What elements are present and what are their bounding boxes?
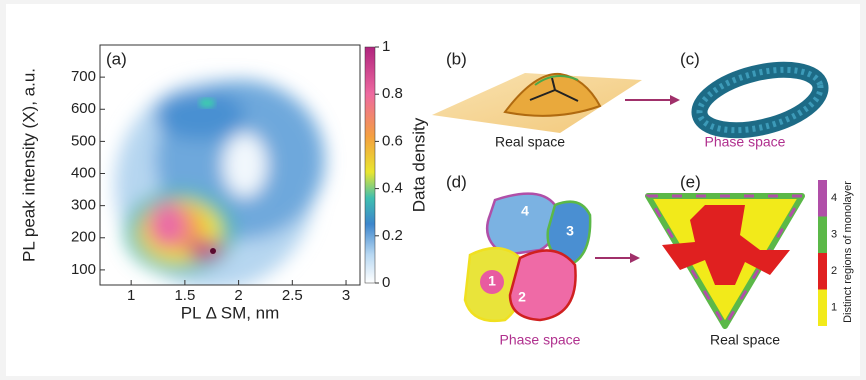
real-space-sample xyxy=(432,72,680,133)
y-tick-label: 400 xyxy=(71,164,96,181)
region-label: 3 xyxy=(566,223,574,239)
caption: Real space xyxy=(495,134,565,150)
caption: Phase space xyxy=(705,134,786,150)
panel-label: (e) xyxy=(680,172,701,191)
x-axis-title: PL Δ SM, nm xyxy=(181,303,280,322)
colorbar-segment xyxy=(818,216,827,253)
real-space-regions xyxy=(645,193,805,329)
y-tick-label: 600 xyxy=(71,100,96,117)
colorbar-segment xyxy=(818,289,827,326)
colorbar-tick-label: 4 xyxy=(831,192,837,204)
colorbar-segment xyxy=(818,253,827,290)
colorbar-tick-label: 2 xyxy=(831,265,837,277)
caption: Phase space xyxy=(500,332,581,348)
colorbar-tick-label: 3 xyxy=(831,229,837,241)
colorbar-tick-label: 0.8 xyxy=(382,85,403,102)
phase-space-ring xyxy=(691,61,829,139)
y-axis-title: PL peak intensity (X), a.u. xyxy=(19,68,38,262)
y-tick-label: 200 xyxy=(71,229,96,246)
y-tick-label: 500 xyxy=(71,132,96,149)
x-tick-label: 2 xyxy=(234,287,242,304)
region-label: 1 xyxy=(488,273,496,289)
colorbar-tick-label: 1 xyxy=(831,302,837,314)
x-tick-label: 3 xyxy=(342,287,350,304)
y-tick-label: 300 xyxy=(71,197,96,214)
panel-label: (d) xyxy=(446,172,467,191)
region-label: 2 xyxy=(518,289,526,305)
colorbar-tick-label: 0.4 xyxy=(382,180,403,197)
x-tick-label: 2.5 xyxy=(282,287,303,304)
colorbar-tick-label: 1 xyxy=(382,38,390,55)
y-tick-label: 700 xyxy=(71,68,96,85)
plot-frame xyxy=(99,44,361,286)
colorbar-tick-label: 0.2 xyxy=(382,227,403,244)
colorbar-tick-label: 0 xyxy=(382,274,390,291)
colorbar-title: Distinct regions of monolayer xyxy=(842,181,854,323)
region-label: 4 xyxy=(521,203,529,219)
y-tick-label: 100 xyxy=(71,261,96,278)
colorbar-segment xyxy=(818,180,827,217)
density-map xyxy=(115,80,325,285)
colorbar-tick-label: 0.6 xyxy=(382,132,403,149)
panel-label: (a) xyxy=(106,49,127,68)
colorbar-title: Data density xyxy=(409,117,428,212)
phase-space-regions xyxy=(463,192,640,323)
x-tick-label: 1.5 xyxy=(174,287,195,304)
panel-label: (b) xyxy=(446,49,467,68)
x-tick-label: 1 xyxy=(127,287,135,304)
panel-label: (c) xyxy=(680,49,700,68)
caption: Real space xyxy=(710,332,780,348)
colorbar xyxy=(364,46,376,284)
